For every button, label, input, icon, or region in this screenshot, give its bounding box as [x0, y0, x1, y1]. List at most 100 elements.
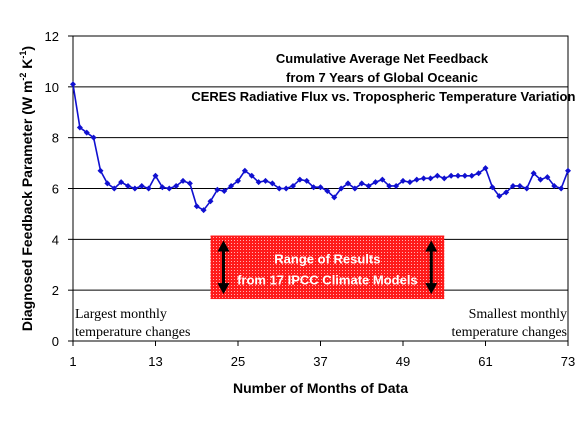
data-point	[283, 185, 290, 192]
chart-title-line-3: CERES Radiative Flux vs. Tropospheric Te…	[191, 89, 576, 104]
x-tick-label: 49	[396, 354, 410, 369]
data-point	[537, 176, 544, 183]
data-point	[351, 185, 358, 192]
data-point	[544, 174, 551, 181]
x-tick-label: 13	[148, 354, 162, 369]
data-point	[530, 170, 537, 177]
x-tick-label: 1	[69, 354, 76, 369]
data-point	[510, 182, 516, 189]
data-point	[358, 180, 365, 187]
chart-title-line-2: from 7 Years of Global Oceanic	[286, 70, 478, 85]
range-arrow-head-down	[217, 283, 230, 295]
x-axis-ticks: 1 13 25 37 49 61 73	[69, 341, 575, 369]
data-point	[386, 182, 393, 189]
data-point	[125, 182, 131, 189]
data-point	[303, 177, 310, 184]
y-tick-label: 4	[52, 232, 59, 247]
data-point	[317, 184, 324, 191]
data-point	[290, 182, 296, 189]
x-axis-label: Number of Months of Data	[233, 380, 408, 396]
data-point	[255, 179, 262, 186]
data-point	[118, 179, 125, 186]
data-point	[565, 167, 571, 174]
data-point	[331, 194, 338, 201]
data-point	[104, 180, 111, 187]
data-point	[248, 172, 255, 179]
data-point	[406, 179, 413, 186]
data-point	[70, 81, 76, 88]
data-point	[441, 175, 448, 182]
data-point	[97, 167, 104, 174]
data-point	[434, 172, 441, 179]
band-label-line-2: from 17 IPCC Climate Models	[237, 272, 418, 287]
data-point	[324, 188, 331, 195]
data-point	[193, 203, 200, 210]
y-axis-ticks: 0 2 4 6 8 10 12	[45, 29, 73, 349]
data-point	[558, 185, 565, 192]
data-point	[173, 182, 180, 189]
x-tick-label: 73	[561, 354, 575, 369]
data-point	[468, 172, 475, 179]
data-point	[235, 177, 241, 184]
data-point	[276, 185, 283, 192]
x-tick-label: 37	[313, 354, 327, 369]
y-tick-label: 10	[45, 80, 59, 95]
annotation-right-line-2: temperature changes	[452, 325, 567, 340]
data-point	[455, 172, 461, 179]
data-point	[365, 182, 372, 189]
y-tick-label: 12	[45, 29, 59, 44]
data-point	[131, 185, 138, 192]
y-tick-label: 8	[52, 131, 59, 146]
data-point	[241, 167, 248, 174]
data-point	[269, 180, 276, 187]
x-tick-label: 61	[478, 354, 492, 369]
data-point	[262, 177, 269, 184]
band-label-line-1: Range of Results	[274, 251, 380, 266]
data-point	[90, 134, 97, 141]
data-point	[551, 182, 558, 189]
ipcc-range-band: Range of Results from 17 IPCC Climate Mo…	[210, 235, 445, 300]
data-point	[372, 179, 379, 186]
x-tick-label: 25	[231, 354, 245, 369]
y-axis-label: Diagnosed Feedback Parameter (W m-2 K-1)	[18, 46, 35, 331]
data-point	[221, 188, 228, 195]
y-tick-label: 2	[52, 283, 59, 298]
data-point	[475, 170, 482, 177]
chart-title-line-1: Cumulative Average Net Feedback	[276, 51, 489, 66]
annotation-right-line-1: Smallest monthly	[469, 307, 567, 322]
annotation-left-line-1: Largest monthly	[75, 307, 167, 322]
data-point	[338, 185, 345, 192]
data-point	[393, 182, 400, 189]
data-point	[296, 176, 303, 183]
data-point	[159, 184, 166, 191]
data-point	[228, 182, 235, 189]
data-point	[523, 185, 530, 192]
range-arrow-head-up	[217, 240, 230, 252]
data-point	[76, 124, 83, 131]
data-point	[180, 177, 186, 184]
range-arrow-head-down	[425, 283, 438, 295]
data-point	[496, 193, 503, 200]
data-point	[461, 172, 468, 179]
data-point	[166, 185, 173, 192]
data-point	[207, 198, 214, 205]
range-arrow-head-up	[425, 240, 438, 252]
ipcc-range-rect	[210, 235, 445, 300]
y-tick-label: 6	[52, 182, 59, 197]
data-point	[427, 175, 434, 182]
data-point	[214, 186, 221, 193]
data-point	[448, 172, 455, 179]
y-tick-label: 0	[52, 334, 59, 349]
data-point	[310, 184, 317, 191]
series-net-feedback	[70, 81, 571, 214]
data-point	[200, 207, 207, 214]
data-point	[503, 189, 510, 196]
data-point	[111, 185, 118, 192]
data-point	[379, 176, 386, 183]
data-point	[516, 182, 523, 189]
data-point	[345, 180, 351, 187]
data-point	[83, 129, 90, 136]
data-point	[482, 165, 489, 172]
data-point	[138, 182, 145, 189]
